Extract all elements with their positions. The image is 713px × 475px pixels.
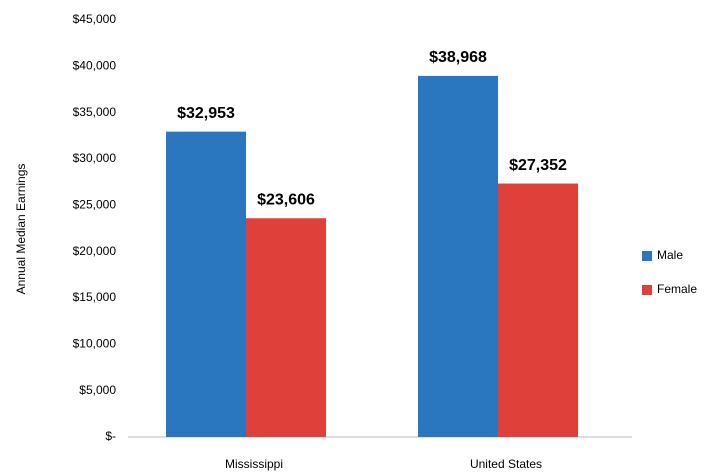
x-tick-label: Mississippi (225, 457, 283, 471)
legend-swatch (642, 285, 652, 295)
y-tick-label: $10,000 (73, 337, 117, 351)
x-tick-label: United States (470, 457, 542, 471)
y-tick-label: $20,000 (73, 244, 117, 258)
bar (498, 183, 578, 437)
y-tick-label: $- (105, 429, 116, 443)
y-axis-label: Annual Median Earnings (14, 164, 28, 295)
bar (418, 75, 498, 437)
y-tick-label: $30,000 (73, 151, 117, 165)
value-label: $27,352 (509, 157, 567, 174)
y-tick-label: $5,000 (79, 383, 116, 397)
y-tick-label: $40,000 (73, 59, 117, 73)
y-tick-label: $25,000 (73, 198, 117, 212)
value-label: $23,606 (257, 191, 315, 208)
value-label: $38,968 (429, 49, 487, 66)
legend-label: Female (657, 282, 697, 296)
legend-swatch (642, 251, 652, 261)
bar (166, 131, 246, 437)
y-tick-label: $35,000 (73, 105, 117, 119)
bar (246, 218, 326, 437)
value-label: $32,953 (177, 105, 235, 122)
legend-label: Male (657, 248, 683, 262)
y-tick-label: $15,000 (73, 290, 117, 304)
y-tick-label: $45,000 (73, 12, 117, 26)
